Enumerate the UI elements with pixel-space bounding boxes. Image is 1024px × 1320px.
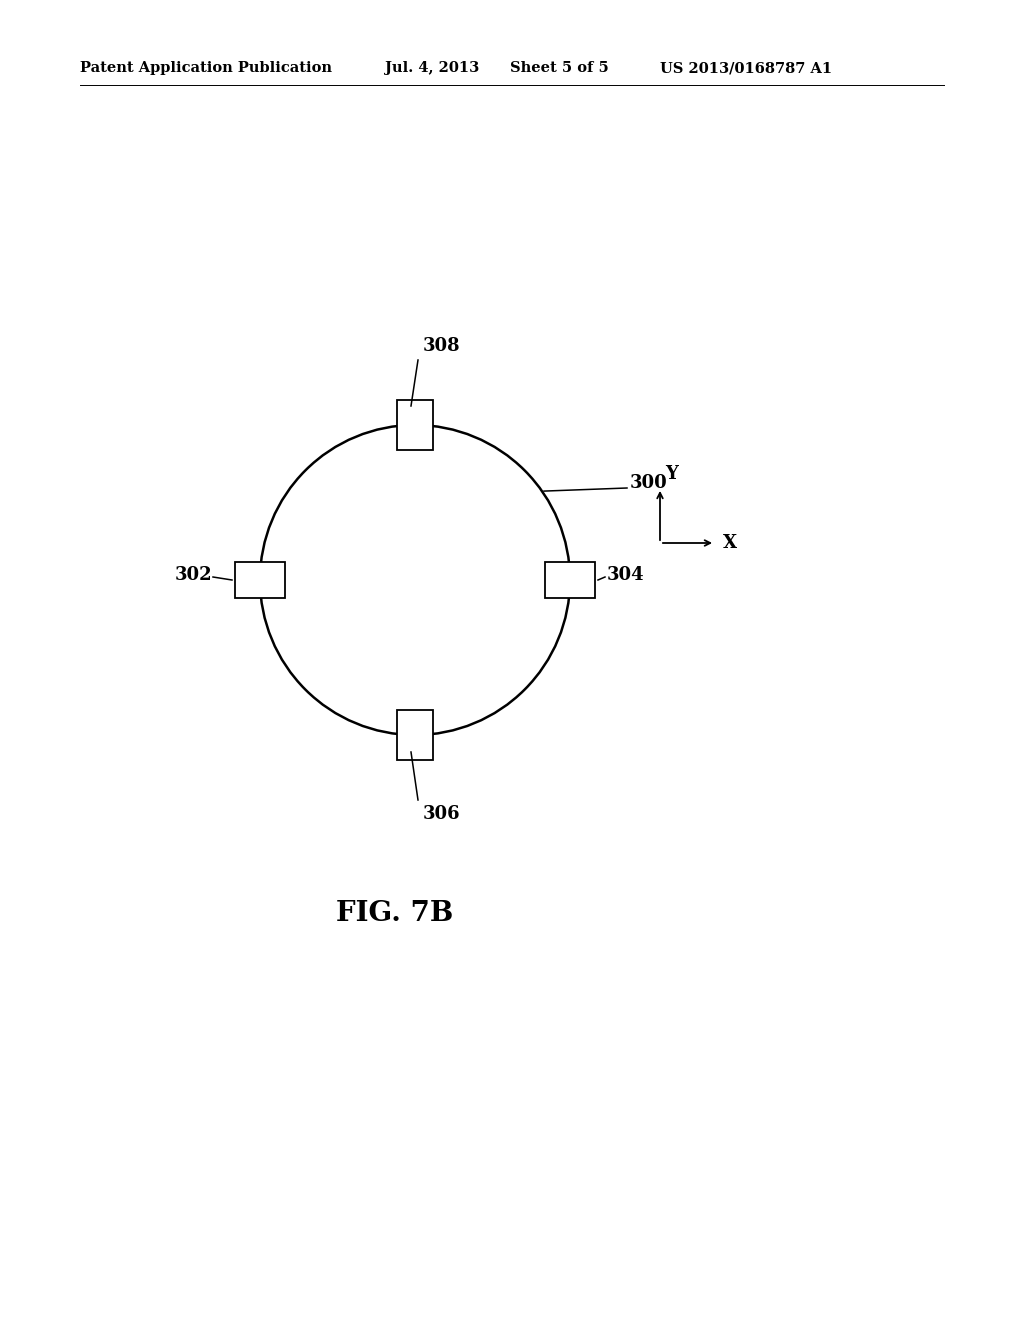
Text: Y: Y [665,465,678,483]
Bar [397,400,433,450]
Text: 308: 308 [423,337,461,355]
Text: FIG. 7B: FIG. 7B [336,900,454,927]
Bar [397,710,433,760]
Text: 304: 304 [607,566,645,583]
Text: X: X [723,535,737,552]
Text: 302: 302 [175,566,213,583]
Text: Patent Application Publication: Patent Application Publication [80,61,332,75]
Text: Jul. 4, 2013: Jul. 4, 2013 [385,61,479,75]
Text: 300: 300 [630,474,668,492]
Text: Sheet 5 of 5: Sheet 5 of 5 [510,61,608,75]
Bar [234,562,285,598]
Text: US 2013/0168787 A1: US 2013/0168787 A1 [660,61,833,75]
Text: 306: 306 [423,805,461,822]
Bar [545,562,595,598]
